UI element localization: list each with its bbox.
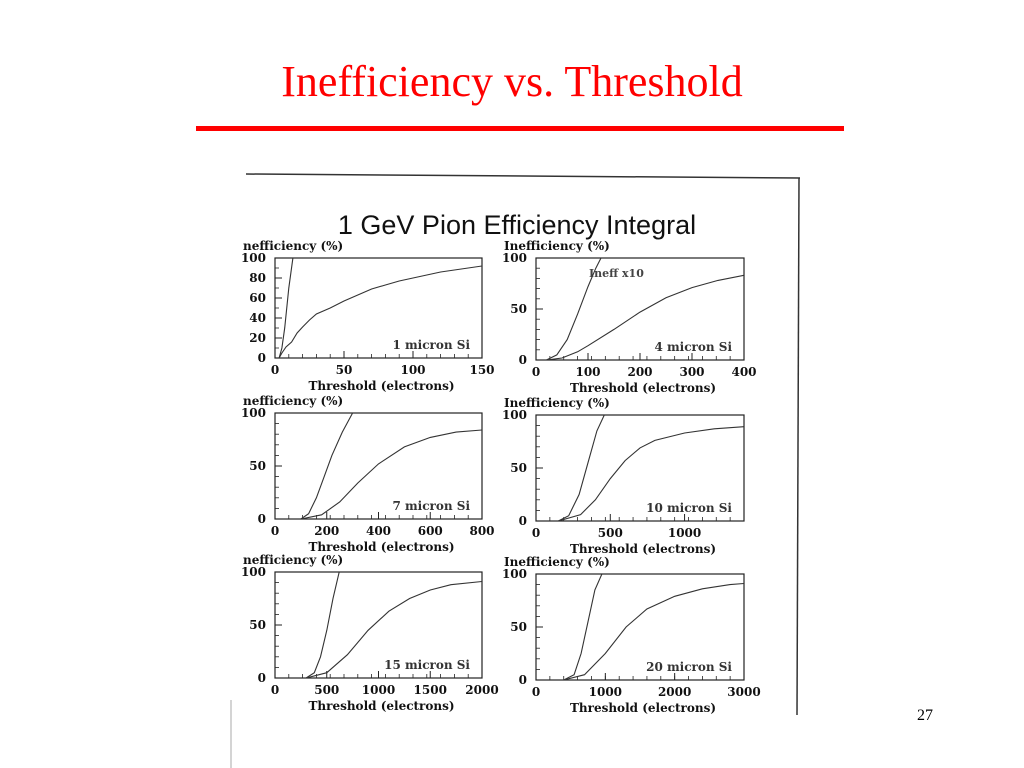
x-tick-label: 600	[418, 524, 443, 538]
x-tick-label: 0	[532, 526, 540, 540]
x-tick-label: 500	[598, 526, 623, 540]
x-tick-label: 500	[314, 683, 339, 697]
series-line-2	[546, 274, 744, 360]
series-line-2	[278, 265, 482, 358]
y-tick-label: 50	[510, 302, 527, 316]
x-tick-label: 0	[532, 685, 540, 699]
x-tick-label: 1000	[589, 685, 622, 699]
x-tick-label: 0	[532, 365, 540, 379]
x-axis-label: Threshold (electrons)	[308, 699, 454, 713]
x-tick-label: 0	[271, 683, 279, 697]
x-tick-label: 300	[679, 365, 704, 379]
series-line-1	[558, 415, 605, 521]
chart-panel-3: 0 50 100 0 200 400 600 800 nefficiency (%) Thresh…	[241, 394, 495, 554]
y-axis-label: Inefficiency (%)	[504, 239, 610, 253]
x-tick-label: 1000	[668, 526, 701, 540]
series-line-2	[300, 429, 482, 519]
x-tick-label: 2000	[465, 683, 498, 697]
y-tick-label: 40	[249, 311, 266, 325]
y-tick-label: 80	[249, 271, 266, 285]
x-tick-label: 0	[271, 363, 279, 377]
slide-title: Inefficiency vs. Threshold	[281, 57, 743, 106]
x-axis-label: Threshold (electrons)	[308, 379, 454, 393]
x-tick-label: 100	[400, 363, 425, 377]
series-line-1	[563, 574, 603, 680]
panel-annotation: 10 micron Si	[646, 501, 732, 515]
y-axis-label: nefficiency (%)	[243, 394, 343, 408]
y-tick-label: 0	[519, 514, 527, 528]
series-line-1	[278, 258, 294, 358]
panel-annotation: 1 micron Si	[392, 338, 470, 352]
chart-panel-2: 0 50 100 0 100 200 300 400 Inefficiency (%) Thres…	[502, 239, 757, 395]
y-tick-label: 0	[258, 671, 266, 685]
page-number: 27	[917, 707, 933, 724]
x-tick-label: 200	[627, 365, 652, 379]
y-tick-label: 50	[249, 618, 266, 632]
x-axis-label: Threshold (electrons)	[570, 701, 716, 715]
x-tick-label: 400	[366, 524, 391, 538]
chart-panel-1: 0 20 40 60 80 100 0 50 100 150 nefficiency (%) Thre…	[241, 239, 495, 393]
y-axis-label: Inefficiency (%)	[504, 396, 610, 410]
x-tick-label: 200	[314, 524, 339, 538]
y-tick-label: 0	[519, 673, 527, 687]
panel-annotation: 7 micron Si	[392, 499, 470, 513]
scan-border-right	[796, 177, 800, 716]
x-axis-label: Threshold (electrons)	[570, 381, 716, 395]
x-tick-label: 1000	[362, 683, 395, 697]
y-tick-label: 20	[249, 331, 266, 345]
x-tick-label: 50	[336, 363, 353, 377]
series-line-2	[563, 582, 744, 680]
series-line-2	[558, 426, 744, 521]
y-tick-label: 50	[510, 461, 527, 475]
y-axis-label: nefficiency (%)	[243, 553, 343, 567]
series-line-2	[305, 580, 482, 678]
y-tick-label: 100	[502, 251, 527, 265]
y-axis-label: Inefficiency (%)	[504, 555, 610, 569]
x-tick-label: 0	[271, 524, 279, 538]
y-tick-label: 100	[241, 565, 266, 579]
y-tick-label: 100	[241, 251, 266, 265]
x-axis-label: Threshold (electrons)	[570, 542, 716, 556]
y-tick-label: 100	[502, 408, 527, 422]
y-axis-label: nefficiency (%)	[243, 239, 343, 253]
panel-annotation: 4 micron Si	[654, 340, 732, 354]
x-tick-label: 3000	[727, 685, 760, 699]
y-tick-label: 60	[249, 291, 266, 305]
x-tick-label: 150	[469, 363, 494, 377]
x-tick-label: 800	[469, 524, 494, 538]
y-tick-label: 100	[502, 567, 527, 581]
series-line-1	[546, 258, 602, 360]
scan-border-top	[245, 173, 801, 179]
title-underline	[196, 126, 844, 131]
series-line-1	[305, 572, 340, 678]
inset-label: Ineff x10	[589, 267, 644, 280]
panel-annotation: 15 micron Si	[384, 658, 470, 672]
series-line-1	[300, 413, 354, 519]
y-tick-label: 0	[258, 351, 266, 365]
y-tick-label: 0	[519, 353, 527, 367]
x-tick-label: 400	[731, 365, 756, 379]
x-tick-label: 100	[575, 365, 600, 379]
x-axis-label: Threshold (electrons)	[308, 540, 454, 554]
panel-annotation: 20 micron Si	[646, 660, 732, 674]
y-tick-label: 50	[510, 620, 527, 634]
y-tick-label: 100	[241, 406, 266, 420]
y-tick-label: 0	[258, 512, 266, 526]
figure-title: 1 GeV Pion Efficiency Integral	[338, 210, 696, 240]
x-tick-label: 2000	[658, 685, 691, 699]
y-tick-label: 50	[249, 459, 266, 473]
x-tick-label: 1500	[414, 683, 447, 697]
